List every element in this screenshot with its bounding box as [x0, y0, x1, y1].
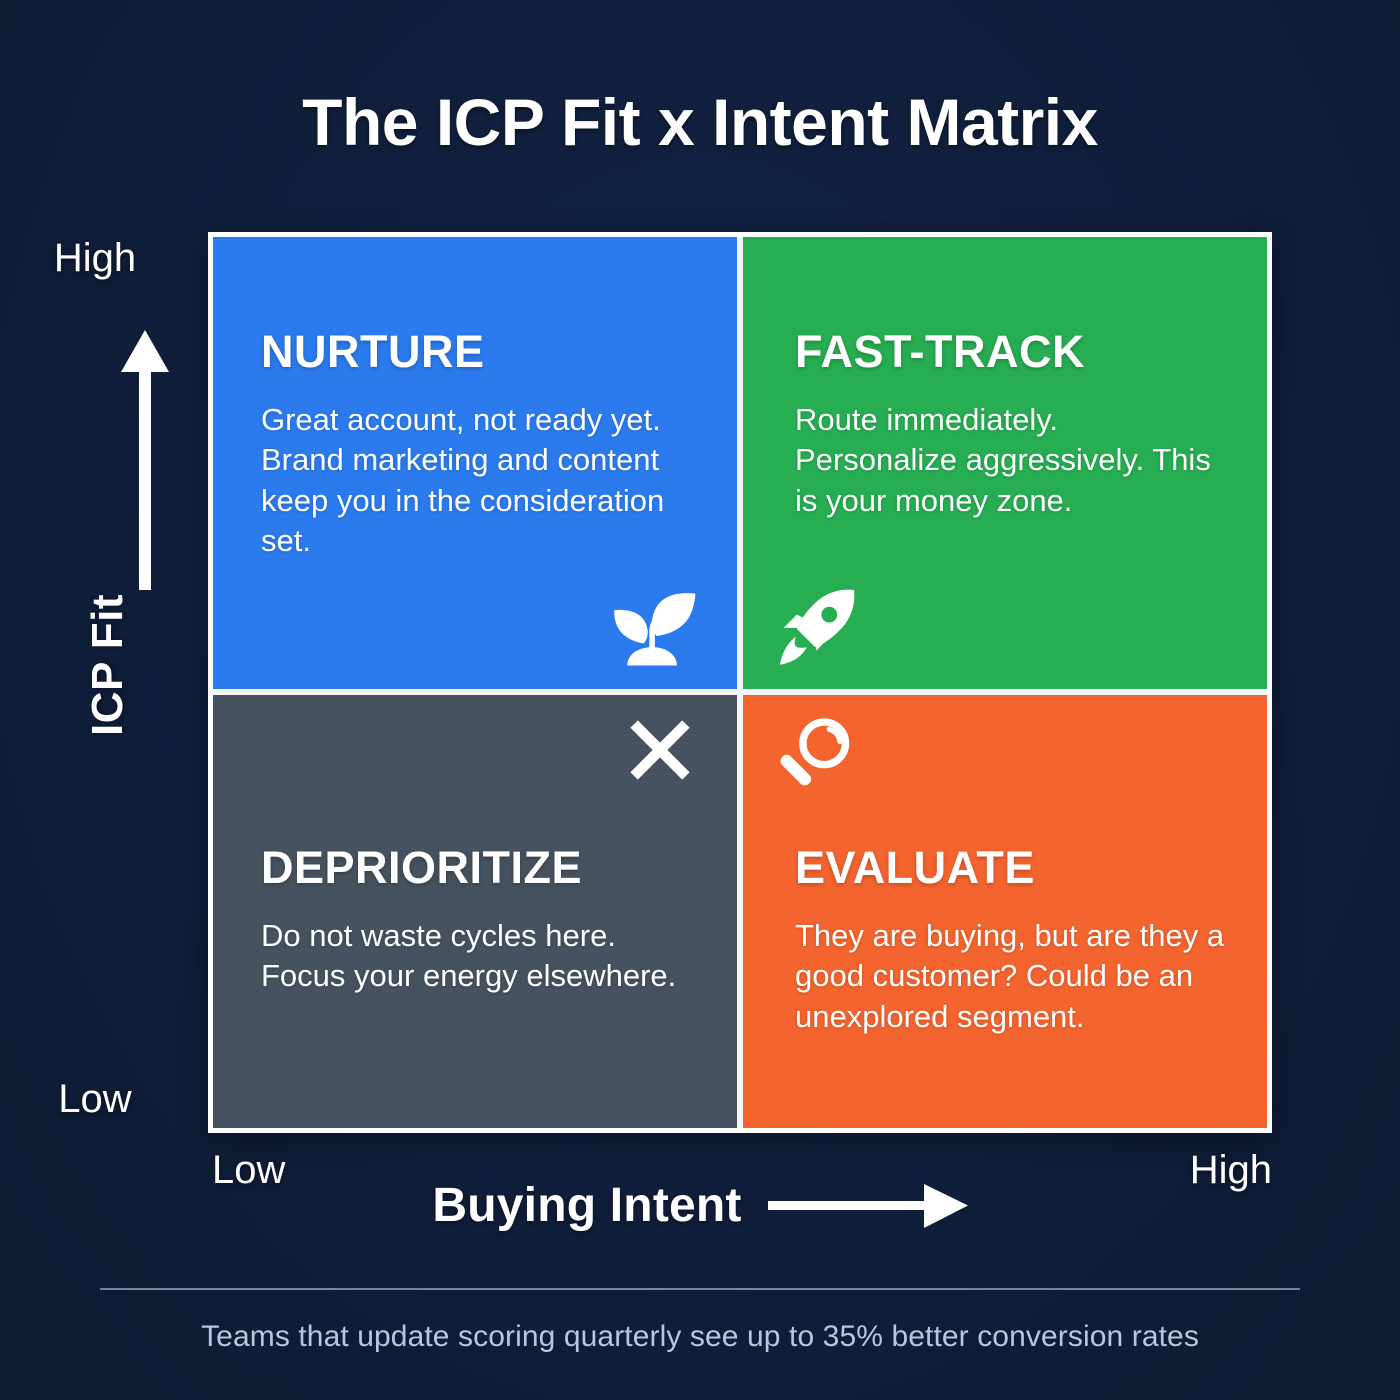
footer-note: Teams that update scoring quarterly see … — [201, 1320, 1199, 1353]
quadrant-nurture[interactable]: NURTURE Great account, not ready yet. Br… — [213, 237, 737, 689]
x-axis-title: Buying Intent — [432, 1179, 742, 1232]
quadrant-nurture-heading: NURTURE — [261, 326, 485, 377]
magnifier-icon — [775, 713, 857, 795]
page-title: The ICP Fit x Intent Matrix — [302, 85, 1098, 159]
y-axis: High ICP Fit Low — [0, 0, 208, 1400]
quadrant-deprioritize-heading: DEPRIORITIZE — [261, 842, 583, 893]
quadrant-fast-track[interactable]: FAST-TRACK Route immediately. Personaliz… — [743, 237, 1267, 689]
quadrant-fast-track-body: Route immediately. Personalize aggressiv… — [795, 402, 1211, 518]
x-icon — [623, 713, 697, 787]
up-arrow-icon — [119, 330, 171, 590]
rocket-icon — [773, 583, 861, 671]
quadrant-deprioritize[interactable]: DEPRIORITIZE Do not waste cycles here. F… — [213, 695, 737, 1128]
quadrant-evaluate-body: They are buying, but are they a good cus… — [795, 918, 1225, 1034]
footer-divider — [100, 1288, 1300, 1290]
quadrant-nurture-body: Great account, not ready yet. Brand mark… — [261, 402, 665, 558]
y-axis-high-label: High — [53, 236, 137, 280]
quadrant-evaluate[interactable]: EVALUATE They are buying, but are they a… — [743, 695, 1267, 1128]
quadrant-deprioritize-body: Do not waste cycles here. Focus your ene… — [261, 918, 677, 994]
y-axis-low-label: Low — [58, 1077, 132, 1121]
quadrant-evaluate-heading: EVALUATE — [795, 842, 1035, 893]
x-axis-high-label: High — [1189, 1148, 1272, 1192]
quadrant-fast-track-heading: FAST-TRACK — [795, 326, 1085, 377]
x-axis-low-label: Low — [212, 1148, 286, 1192]
x-axis: Buying Intent — [0, 1178, 1400, 1233]
right-arrow-icon — [767, 1183, 968, 1228]
seedling-icon — [607, 579, 699, 671]
y-axis-title: ICP Fit — [83, 593, 132, 737]
matrix-grid: NURTURE Great account, not ready yet. Br… — [208, 232, 1272, 1133]
